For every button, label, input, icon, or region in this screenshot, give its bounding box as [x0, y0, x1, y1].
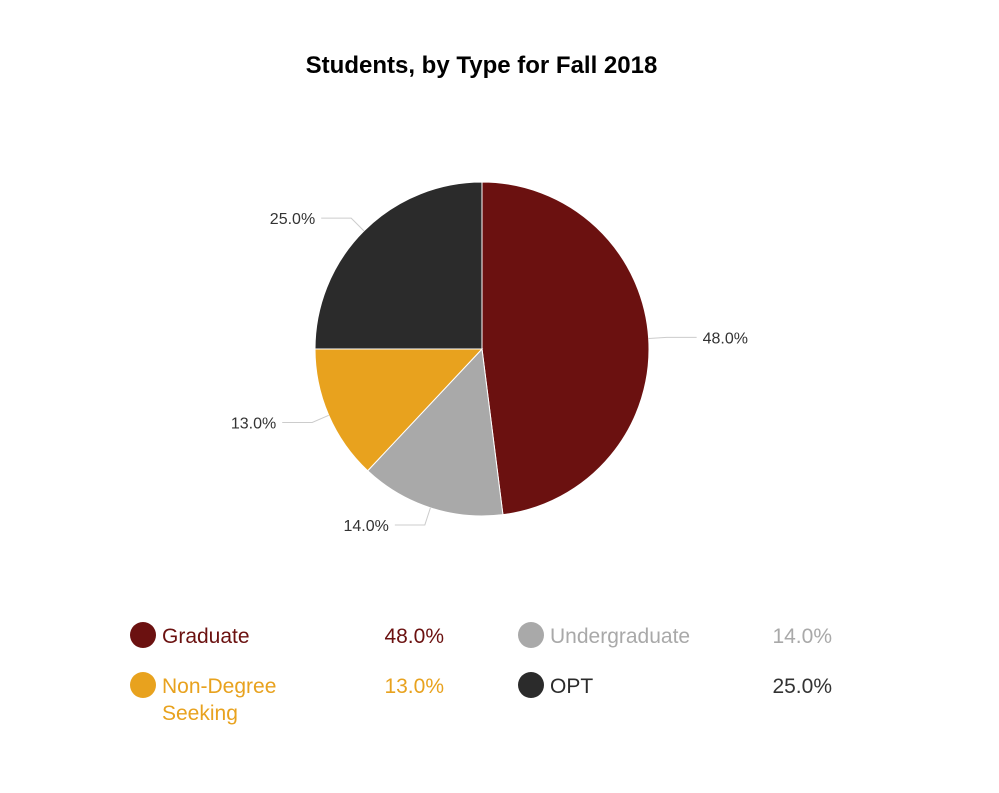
- pie-slice-graduate[interactable]: [481, 181, 650, 516]
- legend-marker-graduate: [130, 622, 156, 648]
- slice-label-opt: 25.0%: [270, 211, 315, 228]
- legend-label-undergraduate: Undergraduate: [550, 625, 691, 648]
- pie-slice-opt[interactable]: [314, 181, 483, 350]
- leader-line-opt: [321, 217, 365, 232]
- slice-label-non-degree-seeking: 13.0%: [231, 415, 276, 432]
- slice-label-undergraduate: 14.0%: [343, 518, 388, 535]
- legend-value-opt: 25.0%: [772, 675, 832, 698]
- legend-value-undergraduate: 14.0%: [772, 625, 832, 648]
- legend-item-graduate[interactable]: Graduate 48.0%: [130, 622, 450, 682]
- slice-label-graduate: 48.0%: [703, 330, 748, 347]
- pie-slice-undergraduate[interactable]: [366, 347, 504, 517]
- legend-marker-opt: [518, 672, 544, 698]
- pie-slice-non-degree-seeking[interactable]: [314, 348, 484, 472]
- legend-label-graduate: Graduate: [162, 625, 250, 648]
- legend-label-opt: OPT: [550, 675, 594, 698]
- pie-leader-lines: [282, 217, 697, 526]
- legend-item-opt[interactable]: OPT 25.0%: [518, 672, 838, 732]
- leader-line-graduate: [648, 336, 697, 340]
- pie-slices: [314, 181, 650, 517]
- legend-label-non-degree-seeking: Non-Degree Seeking: [162, 675, 277, 725]
- chart-title: Students, by Type for Fall 2018: [305, 52, 658, 79]
- legend-marker-non-degree-seeking: [130, 672, 156, 698]
- legend-marker-undergraduate: [518, 622, 544, 648]
- legend-item-undergraduate[interactable]: Undergraduate 14.0%: [518, 622, 838, 682]
- pie-slice-labels: 48.0% 14.0% 13.0% 25.0%: [231, 211, 748, 535]
- legend-value-graduate: 48.0%: [384, 625, 444, 648]
- legend-value-non-degree-seeking: 13.0%: [384, 675, 444, 698]
- leader-line-non-degree-seeking: [282, 414, 329, 423]
- leader-line-undergraduate: [394, 507, 431, 526]
- legend-item-non-degree-seeking[interactable]: Non-Degree Seeking 13.0%: [130, 672, 450, 732]
